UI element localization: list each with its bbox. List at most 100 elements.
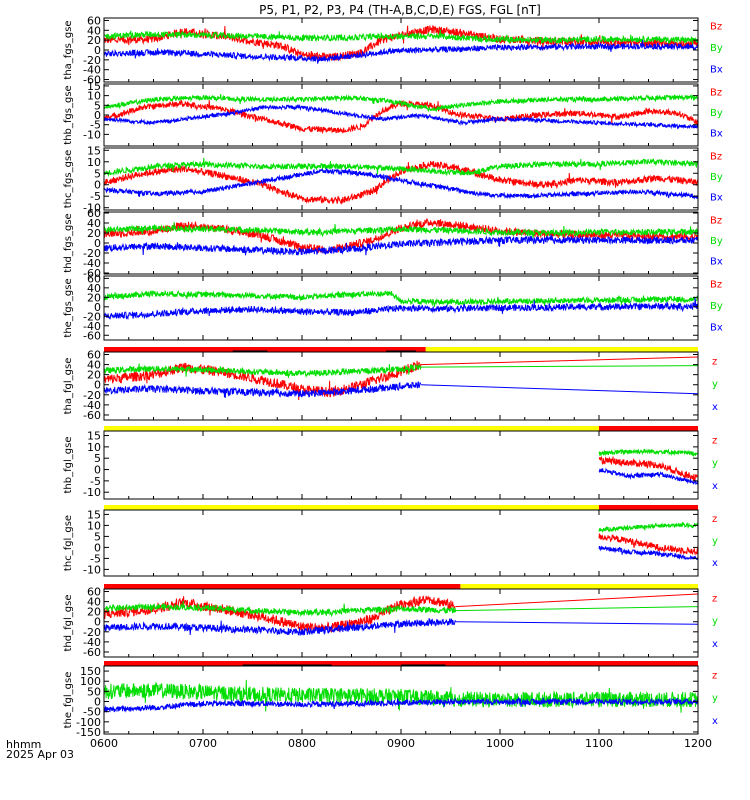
y-tick-label: -5: [90, 475, 101, 488]
y-tick-label: -40: [83, 257, 101, 270]
interpolation-line-y: [420, 365, 698, 368]
series-Bx: [104, 104, 698, 130]
y-tick-label: -40: [83, 64, 101, 77]
interpolation-line-z: [455, 593, 698, 608]
series-group: [104, 593, 698, 637]
status-bar-yellow-0: [104, 426, 599, 431]
series-group: [104, 157, 698, 205]
y-axis-label: the_fgs_gse: [63, 278, 74, 337]
y-tick-label: 0: [94, 616, 101, 629]
y-tick-label: 10: [87, 90, 101, 103]
legend-Bx: Bx: [710, 129, 723, 140]
interpolation-line-y: [455, 606, 698, 612]
legend-x: x: [712, 716, 718, 727]
y-tick-label: -10: [83, 486, 101, 499]
y-tick-label: 15: [87, 144, 101, 157]
panel-frame: [103, 509, 699, 577]
series-y: [104, 679, 698, 713]
chart-title: P5, P1, P2, P3, P4 (TH-A,B,C,D,E) FGS, F…: [259, 3, 541, 17]
panel-frame: [103, 430, 699, 500]
y-axis-label: thd_fgl_gse: [63, 595, 74, 652]
y-tick-label: 150: [80, 665, 101, 678]
series-group: [598, 448, 698, 486]
y-tick-label: -40: [83, 636, 101, 649]
x-tick-label: 0800: [288, 737, 316, 750]
series-By: [104, 157, 698, 178]
y-tick-label: -60: [83, 329, 101, 342]
y-axis-label: thc_fgs_gse: [63, 150, 74, 209]
y-tick-label: 20: [87, 369, 101, 382]
y-axis-label: thd_fgs_gse: [63, 213, 74, 272]
legend-Bx: Bx: [710, 64, 723, 75]
legend-Bx: Bx: [710, 322, 723, 333]
series-z: [104, 595, 456, 634]
y-axis-label: thb_fgl_gse: [63, 437, 74, 494]
series-x: [104, 697, 698, 713]
status-bar-red-0: [104, 347, 426, 352]
y-tick-label: 60: [87, 272, 101, 285]
y-tick-label: -20: [83, 626, 101, 639]
series-Bx: [104, 167, 698, 200]
y-tick-label: -20: [83, 389, 101, 402]
y-axis-label: the_fgl_gse: [63, 672, 74, 729]
legend-By: By: [710, 172, 723, 183]
y-tick-label: -5: [90, 119, 101, 132]
status-bar-yellow-1: [460, 584, 698, 589]
series-group: [104, 93, 698, 135]
legend-Bz: Bz: [710, 280, 722, 291]
series-group: [104, 218, 698, 256]
y-tick-label: 40: [87, 282, 101, 295]
legend-By: By: [710, 43, 723, 54]
y-tick-label: -10: [83, 128, 101, 141]
legend-x: x: [712, 402, 718, 413]
series-z: [598, 533, 698, 556]
legend-x: x: [712, 558, 718, 569]
y-tick-label: 20: [87, 227, 101, 240]
y-tick-label: 20: [87, 291, 101, 304]
y-tick-label: 0: [94, 44, 101, 57]
x-tick-label: 0700: [189, 737, 217, 750]
y-tick-label: -40: [83, 399, 101, 412]
status-bar-red-0: [104, 584, 461, 589]
y-tick-label: -60: [83, 409, 101, 422]
legend-Bz: Bz: [710, 215, 722, 226]
series-group: [598, 521, 698, 561]
series-group: [104, 25, 698, 64]
legend-y: y: [712, 693, 718, 704]
status-bar-yellow-1: [425, 347, 698, 352]
series-x: [104, 618, 456, 637]
legend-By: By: [710, 236, 723, 247]
legend-Bx: Bx: [710, 257, 723, 268]
y-tick-label: 10: [87, 156, 101, 169]
y-tick-label: -60: [83, 74, 101, 87]
legend-z: z: [712, 356, 717, 367]
y-tick-label: 15: [87, 80, 101, 93]
y-tick-label: -10: [83, 202, 101, 215]
y-tick-label: 60: [87, 586, 101, 599]
interpolation-line-x: [420, 384, 698, 395]
y-tick-label: 0: [94, 179, 101, 192]
series-y: [598, 521, 698, 533]
legend-Bz: Bz: [710, 22, 722, 33]
series-By: [104, 289, 698, 307]
y-tick-label: -40: [83, 320, 101, 333]
y-tick-label: -20: [83, 54, 101, 67]
y-tick-label: -5: [90, 190, 101, 203]
y-tick-label: 10: [87, 519, 101, 532]
y-tick-label: 20: [87, 34, 101, 47]
legend-y: y: [712, 458, 718, 469]
interpolation-line-x: [455, 621, 698, 625]
series-Bz: [104, 160, 698, 205]
x-tick-label: 1000: [486, 737, 514, 750]
series-group: [104, 289, 698, 321]
y-tick-label: -5: [90, 552, 101, 565]
y-tick-label: 15: [87, 430, 101, 443]
y-axis-label: tha_fgl_gse: [63, 358, 74, 415]
series-Bx: [104, 297, 698, 321]
series-group: [104, 679, 698, 713]
series-y: [104, 363, 422, 378]
